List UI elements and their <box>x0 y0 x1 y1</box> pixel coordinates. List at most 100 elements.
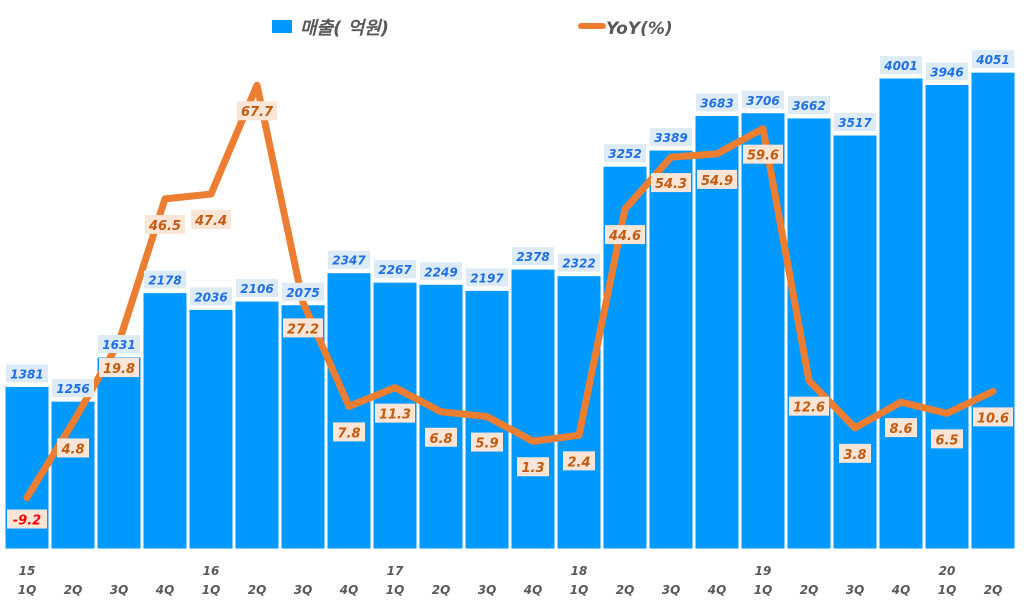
bar-label-bg <box>742 90 784 109</box>
bar-value-label: 2036 <box>194 290 227 304</box>
yoy-label-bg <box>931 429 963 449</box>
x-tick-quarter: 4Q <box>155 583 175 597</box>
yoy-value-label: 5.9 <box>475 437 498 452</box>
yoy-value-label: 6.5 <box>935 433 958 448</box>
bar-label-bg <box>420 262 462 281</box>
yoy-value-label: 19.8 <box>103 362 135 377</box>
x-tick-quarter: 2Q <box>800 583 819 597</box>
x-tick-quarter: 2Q <box>984 583 1003 597</box>
bar <box>648 149 694 550</box>
yoy-value-label: 2.4 <box>567 455 590 470</box>
bar-label-bg <box>328 250 370 269</box>
bar <box>188 308 234 550</box>
bar <box>326 272 372 550</box>
bar-label-bg <box>972 50 1014 69</box>
bar-value-label: 4001 <box>883 59 917 73</box>
legend-swatch-yoy <box>578 23 606 29</box>
bar-label-bg <box>604 144 646 163</box>
bar-label-bg <box>190 287 232 306</box>
bar-value-label: 2347 <box>332 254 366 268</box>
bar-value-label: 3389 <box>654 131 687 145</box>
x-tick-quarter: 3Q <box>294 583 313 597</box>
yoy-label-bg <box>333 422 365 442</box>
yoy-label-bg <box>425 427 457 447</box>
bar-label-bg <box>6 364 48 383</box>
x-tick-year: 20 <box>939 564 956 578</box>
yoy-value-label: 8.6 <box>889 422 912 437</box>
bar-value-label: 2378 <box>516 250 549 264</box>
x-tick-quarter: 1Q <box>938 583 957 597</box>
bar <box>234 300 280 550</box>
x-tick-quarter: 3Q <box>110 583 129 597</box>
yoy-label-bg <box>651 173 691 193</box>
yoy-label-bg <box>839 443 871 463</box>
yoy-label-bg <box>145 214 185 234</box>
yoy-value-label: 27.2 <box>287 322 319 337</box>
bar <box>142 292 188 550</box>
yoy-value-label: 47.4 <box>194 214 227 229</box>
bar <box>740 112 786 550</box>
yoy-value-label: 1.3 <box>521 461 544 476</box>
bar <box>878 77 924 550</box>
x-tick-quarter: 1Q <box>202 583 221 597</box>
yoy-value-label: -9.2 <box>13 514 41 529</box>
yoy-label-bg <box>517 457 549 477</box>
x-tick-quarter: 3Q <box>478 583 497 597</box>
bar-label-bg <box>466 268 508 287</box>
legend-swatch-sales <box>272 20 292 33</box>
yoy-label-bg <box>563 451 595 471</box>
bar-label-bg <box>834 113 876 132</box>
x-tick-quarter: 3Q <box>662 583 681 597</box>
bar-value-label: 4051 <box>975 53 1009 67</box>
bar-value-label: 3706 <box>746 94 779 108</box>
legend-label-yoy: YoY(%) <box>606 19 673 39</box>
x-tick-quarter: 4Q <box>891 583 911 597</box>
yoy-label-bg <box>789 396 829 416</box>
yoy-value-label: 67.7 <box>241 105 274 120</box>
yoy-value-label: 54.9 <box>701 174 733 189</box>
bar <box>970 71 1016 550</box>
yoy-line <box>23 81 997 502</box>
yoy-value-label: 6.8 <box>429 432 452 447</box>
bar-value-label: 1381 <box>10 367 43 381</box>
x-tick-quarter: 4Q <box>339 583 359 597</box>
bar-label-bg <box>98 335 140 354</box>
yoy-value-label: 3.8 <box>843 448 866 463</box>
bar-value-label: 2106 <box>240 282 273 296</box>
x-tick-year: 18 <box>571 564 588 578</box>
yoy-value-label: 44.6 <box>608 229 641 244</box>
bar-value-label: 2075 <box>286 286 319 300</box>
x-tick-quarter: 4Q <box>707 583 727 597</box>
yoy-label-bg <box>375 403 415 423</box>
bar-value-label: 2197 <box>470 271 504 285</box>
x-tick-quarter: 1Q <box>570 583 589 597</box>
bar-label-bg <box>52 379 94 398</box>
bar-label-bg <box>236 279 278 298</box>
yoy-label-bg <box>57 438 89 458</box>
bar <box>832 134 878 550</box>
x-tick-quarter: 3Q <box>846 583 865 597</box>
x-tick-year: 17 <box>387 564 404 578</box>
x-tick-quarter: 1Q <box>386 583 405 597</box>
bar-value-label: 2322 <box>562 257 595 271</box>
x-tick-year: 19 <box>755 564 772 578</box>
yoy-value-label: 12.6 <box>793 401 825 416</box>
bar-label-bg <box>282 282 324 301</box>
bar <box>786 117 832 550</box>
bar-value-label: 3683 <box>700 96 733 110</box>
bar-value-label: 3662 <box>792 99 825 113</box>
yoy-label-bg <box>99 358 139 378</box>
bar-value-label: 2249 <box>424 265 457 279</box>
bar <box>556 275 602 550</box>
x-tick-quarter: 2Q <box>64 583 83 597</box>
bar-value-label: 1256 <box>56 382 89 396</box>
yoy-value-label: 7.8 <box>337 426 360 441</box>
yoy-label-bg <box>237 101 277 121</box>
bar <box>510 268 556 550</box>
yoy-label-bg <box>743 144 783 164</box>
yoy-value-label: 10.6 <box>977 411 1009 426</box>
yoy-value-label: 4.8 <box>60 442 84 457</box>
x-tick-quarter: 4Q <box>523 583 543 597</box>
yoy-label-bg <box>7 509 47 529</box>
